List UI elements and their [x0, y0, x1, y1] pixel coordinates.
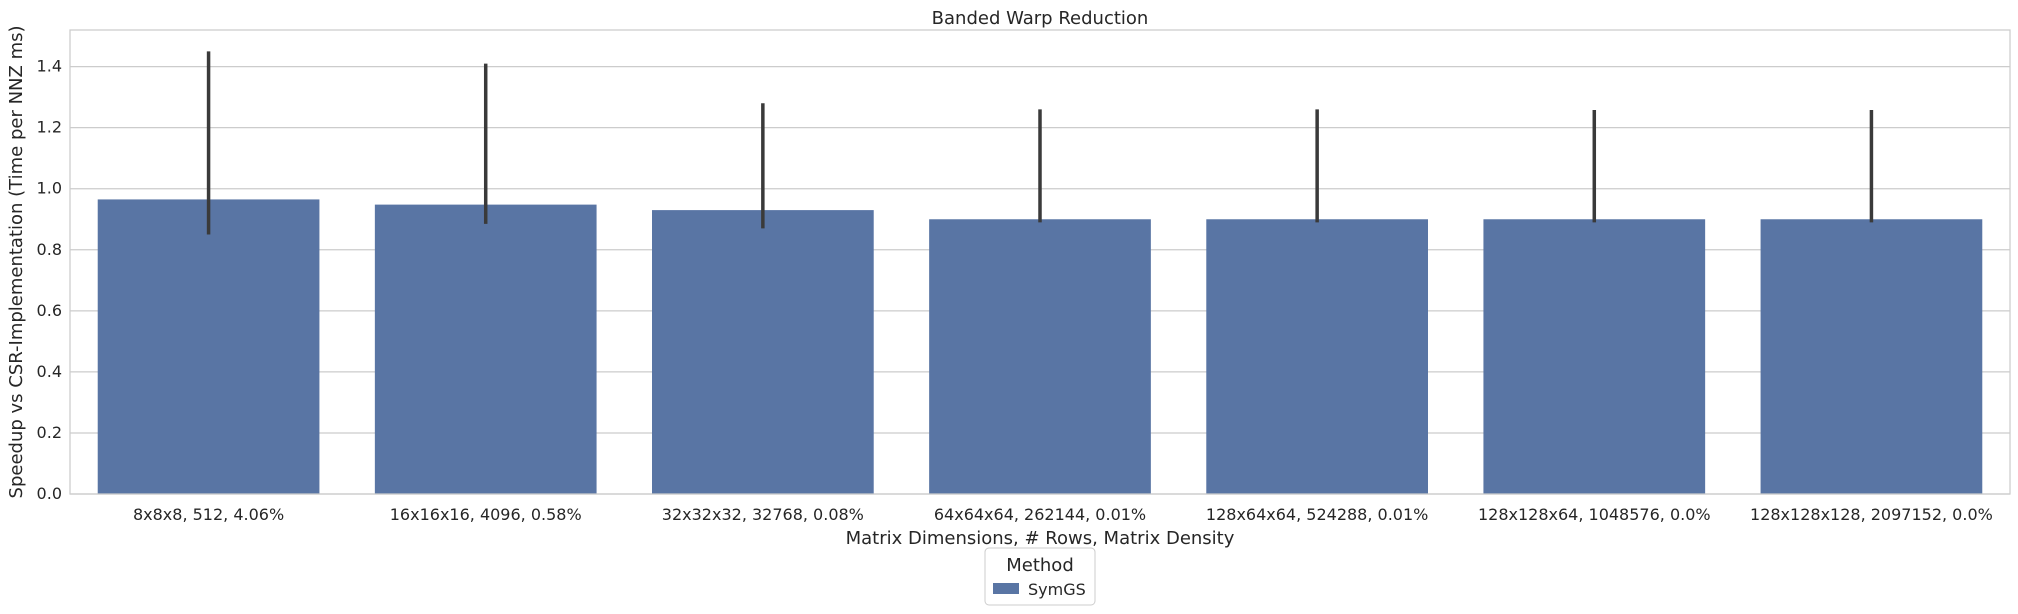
- x-tick-label: 64x64x64, 262144, 0.01%: [934, 505, 1146, 524]
- bars: [97, 199, 1983, 494]
- y-tick-label: 0.2: [37, 423, 62, 442]
- x-axis-title: Matrix Dimensions, # Rows, Matrix Densit…: [846, 528, 1235, 549]
- legend-swatch: [993, 583, 1019, 594]
- chart-title: Banded Warp Reduction: [932, 8, 1149, 29]
- y-tick-label: 1.0: [37, 179, 62, 198]
- x-tick-label: 128x128x128, 2097152, 0.0%: [1750, 505, 1993, 524]
- x-tick-label: 32x32x32, 32768, 0.08%: [662, 505, 864, 524]
- x-tick-label: 16x16x16, 4096, 0.58%: [390, 505, 582, 524]
- y-tick-label: 0.6: [37, 301, 62, 320]
- x-tick-labels: 8x8x8, 512, 4.06% 16x16x16, 4096, 0.58% 32…: [133, 505, 1993, 524]
- y-tick-label: 0.0: [37, 484, 62, 503]
- x-tick-label: 128x128x64, 1048576, 0.0%: [1478, 505, 1711, 524]
- y-tick-labels: 0.0 0.2 0.4 0.6 0.8 1.0 1.2 1.4: [37, 57, 62, 503]
- bar: [929, 219, 1151, 494]
- legend: Method SymGS: [984, 547, 1096, 606]
- bar: [374, 204, 597, 494]
- plot-frame: [69, 29, 2011, 495]
- bar: [1483, 219, 1706, 494]
- bar: [652, 210, 874, 494]
- y-axis-title: Speedup vs CSR-Implementation (Time per …: [6, 26, 27, 499]
- y-tick-label: 0.4: [37, 362, 62, 381]
- bar: [1760, 219, 1983, 494]
- x-tick-label: 128x64x64, 524288, 0.01%: [1206, 505, 1428, 524]
- bar: [1206, 219, 1428, 494]
- y-tick-label: 0.8: [37, 240, 62, 259]
- y-tick-label: 1.4: [37, 57, 62, 76]
- y-tick-label: 1.2: [37, 118, 62, 137]
- x-tick-label: 8x8x8, 512, 4.06%: [133, 505, 284, 524]
- error-bars: [206, 51, 1874, 235]
- bar: [97, 199, 320, 494]
- legend-label: SymGS: [1028, 580, 1086, 599]
- legend-title: Method: [1006, 555, 1074, 576]
